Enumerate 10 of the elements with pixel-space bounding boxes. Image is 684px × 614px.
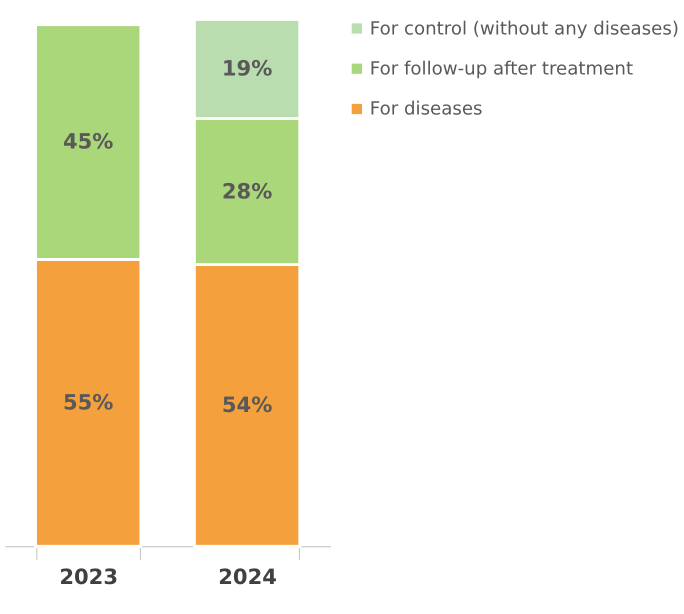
legend-label: For follow-up after treatment — [370, 58, 634, 80]
legend-label: For control (without any diseases) — [370, 18, 679, 40]
x-tick-label: 2024 — [218, 564, 277, 590]
legend-label: For diseases — [370, 98, 483, 120]
data-label: 55% — [62, 390, 114, 415]
data-label: 45% — [62, 128, 114, 154]
x-tick-label: 2023 — [59, 564, 118, 590]
data-label: 28% — [222, 178, 272, 204]
data-label: 54% — [222, 392, 272, 418]
data-label: 19% — [222, 56, 272, 81]
